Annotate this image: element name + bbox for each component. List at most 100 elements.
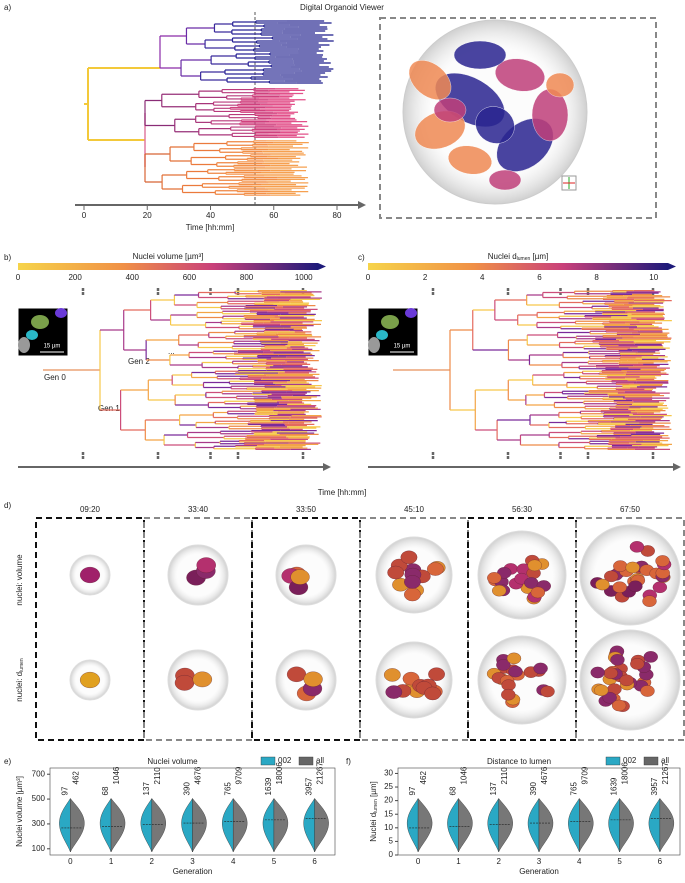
colorbar-tick-label: 8 xyxy=(594,273,599,282)
y-axis-label: Nuclei dlumen [µm] xyxy=(369,781,379,841)
nucleus xyxy=(192,671,213,688)
legend-label: all xyxy=(316,756,324,765)
violin-002 xyxy=(406,797,419,853)
count-label: 462 xyxy=(71,771,80,785)
axis-arrow xyxy=(673,463,681,471)
label-sub: lumen xyxy=(517,256,531,262)
legend-label: 002 xyxy=(623,756,637,765)
nucleus xyxy=(642,595,657,607)
colorbar-tick-label: 6 xyxy=(537,273,542,282)
count-label: 18006 xyxy=(275,762,284,785)
nucleus xyxy=(640,685,655,697)
violin-002 xyxy=(608,797,620,853)
inset-nucleus xyxy=(26,330,38,340)
time-point: 56:30 xyxy=(512,505,533,514)
nucleus xyxy=(387,565,405,580)
violin-all xyxy=(70,797,85,853)
snapshot-box xyxy=(143,517,253,741)
nucleus xyxy=(612,581,627,593)
nucleus xyxy=(527,559,542,572)
snapshot-box xyxy=(575,517,685,741)
axis-arrow xyxy=(323,463,331,471)
x-tick-label: 3 xyxy=(190,857,195,866)
inset-nucleus xyxy=(376,330,388,340)
panel-label: b) xyxy=(4,253,11,262)
plot-title: Distance to lumen xyxy=(487,757,551,766)
nucleus xyxy=(594,684,609,697)
snapshot-box xyxy=(35,517,145,741)
nucleus xyxy=(487,572,502,584)
nucleus xyxy=(433,97,467,123)
nucleus xyxy=(383,668,401,682)
nucleus xyxy=(604,570,619,583)
legend-label: all xyxy=(661,756,669,765)
violin-002 xyxy=(303,797,315,853)
violin-002 xyxy=(59,797,71,853)
count-label: 765 xyxy=(569,782,578,796)
label-main: Nuclei d xyxy=(488,252,517,261)
x-tick-label: 1 xyxy=(456,857,461,866)
colorbar-arrow xyxy=(668,263,676,270)
violin-all xyxy=(110,797,126,853)
inset-nucleus xyxy=(381,315,399,329)
inset-nucleus xyxy=(31,315,49,329)
count-label: 1046 xyxy=(112,766,121,784)
snapshot-box xyxy=(251,517,361,741)
legend-swatch xyxy=(298,756,314,766)
inset-nucleus xyxy=(55,308,67,318)
nucleus xyxy=(174,675,195,691)
violin-all xyxy=(314,797,329,853)
y-tick-label: 500 xyxy=(32,794,46,803)
violin-all xyxy=(659,797,675,853)
nucleus xyxy=(400,550,418,565)
colorbar-tick-label: 1000 xyxy=(295,273,313,282)
nucleus xyxy=(80,566,101,584)
legend-label: 002 xyxy=(278,756,292,765)
nucleus xyxy=(488,169,522,191)
colorbar xyxy=(18,263,318,270)
viewer-title: Digital Organoid Viewer xyxy=(300,3,384,12)
label-unit: [µm] xyxy=(369,781,378,799)
nucleus xyxy=(385,685,403,699)
time-label: Time [hh:mm] xyxy=(318,488,367,497)
label-sub: lumen xyxy=(373,799,379,813)
count-label: 1639 xyxy=(264,777,273,795)
violin-002 xyxy=(487,797,499,853)
colorbar-label: Nuclei dlumen [µm] xyxy=(488,252,548,262)
panel-label: d) xyxy=(4,501,11,510)
nucleus xyxy=(619,674,634,687)
legend-swatch xyxy=(643,756,659,766)
snapshot-box xyxy=(359,517,469,741)
row-label: nuclei: dlumen xyxy=(15,658,25,702)
count-label: 2110 xyxy=(153,767,162,785)
count-label: 4676 xyxy=(540,766,549,784)
snapshot-box xyxy=(467,517,577,741)
viewer-box xyxy=(379,17,657,219)
nucleus xyxy=(447,145,493,175)
generation-label: Gen 0 xyxy=(44,373,66,382)
count-label: 68 xyxy=(101,786,110,795)
count-label: 9709 xyxy=(580,766,589,784)
nucleus xyxy=(602,691,617,704)
violin-002 xyxy=(262,797,275,853)
colorbar-tick-label: 400 xyxy=(126,273,140,282)
nucleus xyxy=(508,665,523,678)
generation-label: ... xyxy=(168,347,175,356)
scale-bar-label: 15 µm xyxy=(394,344,411,350)
nucleus xyxy=(428,667,445,681)
violin-002 xyxy=(222,797,234,853)
y-tick-label: 15 xyxy=(384,809,393,818)
nucleus xyxy=(286,666,307,682)
colorbar-arrow xyxy=(318,263,326,270)
violin-002 xyxy=(648,797,661,853)
nucleus xyxy=(475,106,515,144)
count-label: 97 xyxy=(408,786,417,795)
panel-label: a) xyxy=(4,3,11,12)
inset-nucleus xyxy=(368,337,380,353)
nucleus xyxy=(545,72,575,98)
x-tick-label: 60 xyxy=(269,211,278,220)
nucleus xyxy=(590,666,605,679)
x-tick-label: 0 xyxy=(416,857,421,866)
y-tick-label: 700 xyxy=(32,769,46,778)
violin-002 xyxy=(99,797,112,853)
